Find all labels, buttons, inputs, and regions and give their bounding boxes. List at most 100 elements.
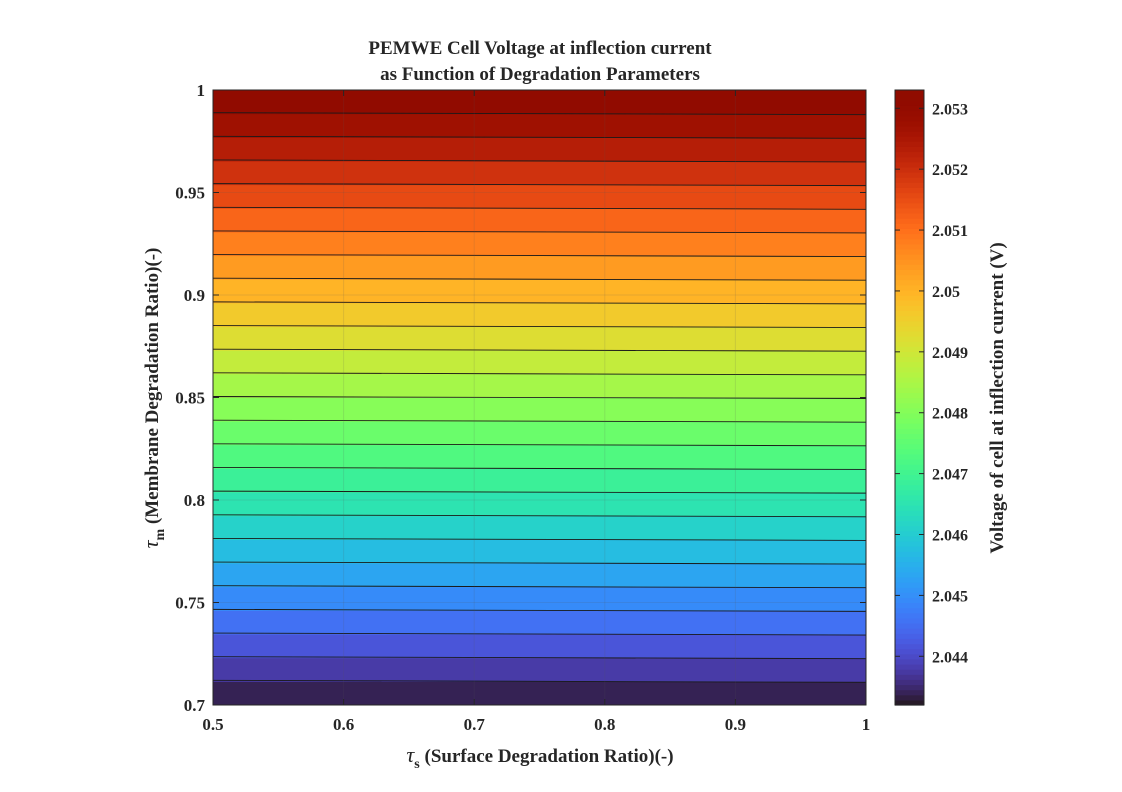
colorbar-segment [895,320,924,327]
colorbar-ticks: 2.044 2.045 2.046 2.047 2.048 2.049 2.05 2.051 2… [895,101,968,666]
colorbar-segment [895,218,924,224]
colorbar-segment [895,259,924,265]
colorbar-segment [895,284,924,291]
colorbar-segment [895,295,924,301]
colorbar-segment [895,525,924,532]
contour-line [212,159,867,163]
contour-band [213,160,866,186]
colorbar-segment [895,120,924,127]
colorbar-segment [895,228,924,235]
colorbar-segment [895,300,924,306]
colorbar-segment [895,274,924,281]
colorbar-segment [895,469,924,475]
colorbar-label: Voltage of cell at inflection current (V… [987,242,1008,553]
contour-band [213,492,866,517]
colorbar-segment [895,628,924,634]
colorbar-segment [895,699,924,706]
x-tick-label: 0.8 [594,715,615,734]
colorbar-segment [895,484,924,491]
colorbar-segment [895,505,924,511]
colorbar-segment [895,156,924,163]
contour-band [213,350,866,375]
colorbar-segment [895,197,924,204]
y-tick-label: 1 [197,81,206,100]
colorbar-segment [895,464,924,470]
colorbar-segment [895,418,924,424]
grid-lines [213,90,866,705]
colorbar-segment [895,125,924,132]
colorbar-segment [895,115,924,122]
colorbar-segment [895,141,924,147]
colorbar-tick-label: 2.05 [932,284,960,301]
contour-line [212,254,867,258]
contour-line [212,490,867,494]
colorbar-segment [895,402,924,409]
contour-band [213,681,866,706]
colorbar-segment [895,207,924,214]
contour-line [212,183,867,187]
colorbar-segment [895,459,924,465]
colorbar-tick-label: 2.046 [932,528,968,545]
colorbar-segment [895,617,924,624]
contour-lines [212,112,867,683]
colorbar-tick-label: 2.044 [932,649,968,666]
colorbar-segment [895,264,924,270]
colorbar-segment [895,556,924,563]
colorbar-segment [895,202,924,209]
colorbar-segment [895,576,924,583]
contour-line [212,348,867,352]
colorbar-segment [895,592,924,598]
colorbar-segment [895,100,924,106]
colorbar-segment [895,638,924,645]
colorbar-segment [895,310,924,317]
colorbar-segment [895,500,924,506]
contour-line [212,396,867,399]
x-tick-label: 0.9 [725,715,746,734]
contour-line [212,325,867,328]
colorbar-segment [895,146,924,153]
contour-line [212,632,867,636]
x-tick-label: 0.7 [464,715,486,734]
colorbar-segment [895,694,924,701]
x-tick-label: 0.5 [202,715,223,734]
colorbar-segment [895,643,924,650]
contour-band [213,255,866,280]
contour-bands [213,90,866,706]
colorbar-segment [895,653,924,660]
x-tick-label: 1 [862,715,871,734]
contour-line [212,206,867,210]
contour-band [213,397,866,422]
colorbar-segment [895,151,924,158]
colorbar-segment [895,494,924,501]
colorbar-segment [895,520,924,527]
colorbar-segment [895,377,924,383]
contour-line [212,230,867,234]
colorbar-segment [895,356,924,363]
colorbar-segment [895,330,924,337]
colorbar-segment [895,351,924,358]
colorbar-segment [895,658,924,665]
colorbar-segment [895,382,924,388]
contour-line [212,656,867,660]
colorbar-segment [895,110,924,117]
contour-line [212,608,867,612]
colorbar-segment [895,674,924,680]
contour-band [213,113,866,138]
contour-line [212,419,867,423]
y-tick-label: 0.9 [184,286,205,305]
contour-line [212,372,867,376]
colorbar-segment [895,392,924,399]
y-tick-label: 0.95 [175,184,205,203]
colorbar-segment [895,177,924,183]
colorbar-segment [895,633,924,639]
contour-band [213,373,866,398]
contour-line [212,467,867,470]
colorbar-segment [895,679,924,686]
y-axis-label: τm (Membrane Degradation Ratio)(-) [138,248,168,549]
colorbar-segment [895,371,924,378]
colorbar-segment [895,269,924,276]
colorbar-tick-label: 2.045 [932,588,968,605]
chart-title-line-2: as Function of Degradation Parameters [380,64,700,85]
colorbar-frame [894,89,925,706]
colorbar-segment [895,571,924,578]
